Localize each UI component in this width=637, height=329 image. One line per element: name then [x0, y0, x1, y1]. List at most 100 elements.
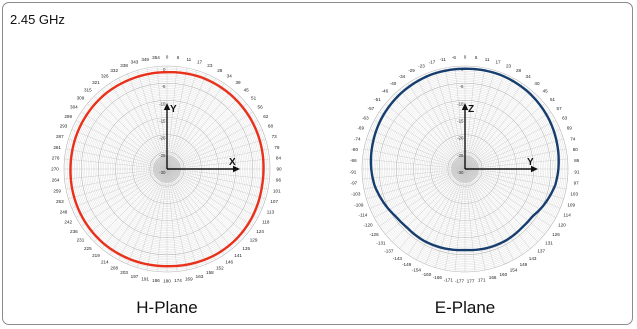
angle-tick-label: -74	[354, 136, 361, 141]
horizontal-arrowhead	[233, 165, 240, 173]
grid-spoke	[464, 168, 523, 255]
grid-spoke	[166, 168, 266, 200]
grid-spoke	[454, 168, 466, 272]
angle-tick-label: 96	[276, 178, 282, 183]
grid-spoke	[464, 168, 551, 227]
grid-spoke	[362, 168, 466, 180]
angle-tick-label: 214	[101, 260, 109, 265]
vertical-axis-label: Y	[170, 104, 177, 115]
angle-tick-label: 293	[60, 124, 68, 129]
radial-tick-label: -5	[460, 84, 464, 89]
angle-tick-label: -143	[393, 256, 403, 261]
angle-tick-label: 69	[567, 126, 573, 131]
grid-spoke	[363, 168, 466, 190]
grid-spoke	[464, 168, 568, 180]
grid-spoke	[374, 168, 466, 218]
angle-tick-label: 101	[273, 188, 281, 193]
angle-tick-label: 154	[510, 268, 518, 273]
angle-tick-label: 264	[52, 178, 60, 183]
angle-tick-label: 180	[163, 279, 171, 284]
angle-tick-label: -109	[354, 202, 364, 207]
angle-tick-label: 141	[234, 253, 242, 258]
grid-spoke	[416, 78, 466, 170]
angle-tick-label: 135	[242, 246, 250, 251]
angle-tick-label: -17	[429, 60, 436, 65]
radial-tick-label: 0	[163, 67, 166, 72]
angle-tick-label: 203	[120, 270, 128, 275]
angle-tick-label: 17	[197, 59, 203, 64]
radial-tick-label: -30	[457, 170, 464, 175]
angle-tick-label: 166	[489, 275, 497, 280]
grid-spoke	[425, 73, 466, 170]
grid-spoke	[464, 148, 567, 170]
grid-spoke	[166, 168, 269, 190]
angle-tick-label: 45	[543, 88, 549, 93]
angle-tick-label: 39	[235, 80, 241, 85]
angle-tick-label: 107	[270, 199, 278, 204]
grid-spoke	[127, 168, 168, 265]
angle-tick-label: 6	[177, 55, 180, 60]
angle-tick-label: 309	[77, 96, 85, 101]
angle-tick-label: -69	[357, 126, 364, 131]
grid-spoke	[166, 73, 207, 170]
grid-spoke	[464, 111, 551, 170]
grid-spoke	[464, 96, 538, 170]
angle-tick-label: 152	[216, 265, 224, 270]
angle-tick-label: -126	[369, 232, 379, 237]
radial-tick-label: -15	[159, 119, 166, 124]
angle-tick-label: 51	[550, 97, 556, 102]
angle-tick-label: -23	[418, 63, 425, 68]
angle-tick-label: 124	[256, 229, 264, 234]
grid-spoke	[464, 168, 564, 200]
angle-tick-label: -29	[408, 68, 415, 73]
angle-tick-label: 11	[485, 57, 490, 62]
grid-spoke	[369, 129, 466, 170]
angle-tick-label: 174	[174, 278, 182, 283]
angle-tick-label: 40	[534, 81, 540, 86]
angle-tick-label: 0	[464, 55, 467, 60]
grid-spoke	[101, 168, 168, 249]
angle-tick-label: 326	[101, 73, 109, 78]
grid-spoke	[118, 78, 168, 170]
angle-tick-label: 349	[141, 57, 149, 62]
grid-spoke	[374, 120, 466, 170]
grid-spoke	[464, 168, 505, 265]
angle-tick-label: 51	[251, 96, 257, 101]
grid-spoke	[464, 168, 514, 260]
angle-tick-label: 321	[92, 80, 100, 85]
grid-spoke	[65, 148, 168, 170]
radial-tick-label: -5	[162, 84, 166, 89]
grid-spoke	[454, 66, 466, 170]
grid-spoke	[94, 96, 168, 170]
grid-spoke	[64, 168, 168, 180]
angle-tick-label: 146	[225, 260, 233, 265]
grid-spoke	[385, 168, 466, 235]
grid-spoke	[464, 168, 496, 268]
grid-spoke	[136, 168, 168, 268]
angle-tick-label: -114	[358, 213, 367, 218]
angle-tick-label: 62	[263, 114, 269, 119]
grid-spoke	[146, 168, 168, 271]
grid-spoke	[71, 129, 168, 170]
angle-tick-label: 73	[272, 134, 278, 139]
grid-spoke	[399, 89, 466, 170]
grid-spoke	[464, 168, 545, 235]
grid-spoke	[81, 111, 168, 170]
pattern-curve	[69, 70, 265, 268]
angle-tick-label: -91	[350, 169, 357, 174]
angle-tick-label: 56	[258, 104, 264, 109]
grid-spoke	[379, 168, 466, 227]
angle-tick-label: 137	[537, 249, 545, 254]
vertical-arrowhead	[461, 103, 469, 110]
grid-spoke	[118, 168, 168, 260]
angle-tick-label: 113	[267, 209, 275, 214]
angle-tick-label: 332	[110, 68, 118, 73]
grid-spoke	[166, 168, 188, 271]
grid-spoke	[464, 158, 568, 170]
angle-tick-label: 0	[166, 55, 169, 60]
angle-tick-label: -86	[350, 158, 357, 163]
grid-spoke	[87, 103, 168, 170]
angle-tick-label: 160	[499, 272, 507, 277]
